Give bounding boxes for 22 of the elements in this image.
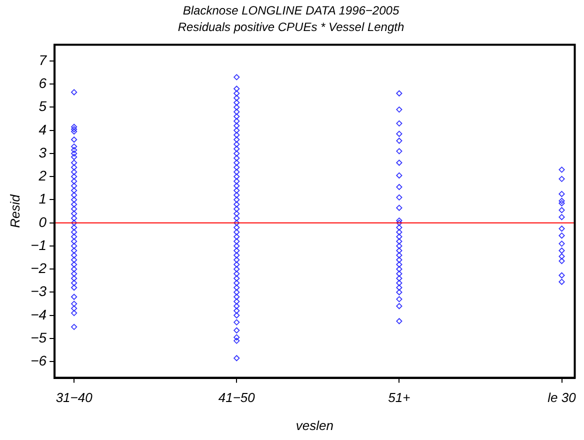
x-axis-title: veslen <box>296 418 334 433</box>
y-tick-label: 1 <box>38 190 47 207</box>
chart-title: Blacknose LONGLINE DATA 1996−2005 <box>182 4 400 18</box>
chart-subtitle: Residuals positive CPUEs * Vessel Length <box>178 20 404 34</box>
y-tick-label: −4 <box>30 306 47 322</box>
y-tick-label: 0 <box>38 214 47 230</box>
x-tick-label: 51+ <box>388 390 411 406</box>
y-tick-label: −2 <box>30 260 47 276</box>
y-tick-label: −6 <box>30 352 47 369</box>
x-tick-label: 31−40 <box>56 390 94 406</box>
y-tick-label: 2 <box>38 168 47 184</box>
y-tick-label: 5 <box>38 98 47 114</box>
y-tick-label: −3 <box>30 283 47 300</box>
y-tick-label: −1 <box>30 236 47 253</box>
x-tick-label: 41−50 <box>218 390 256 406</box>
y-axis-title: Resid <box>7 194 22 228</box>
y-tick-label: 3 <box>38 144 47 160</box>
y-tick-label: 7 <box>38 52 48 68</box>
y-tick-label: 4 <box>38 121 47 138</box>
x-tick-label: le 30 <box>548 390 577 406</box>
y-tick-label: 6 <box>38 75 47 92</box>
y-tick-label: −5 <box>30 329 47 346</box>
